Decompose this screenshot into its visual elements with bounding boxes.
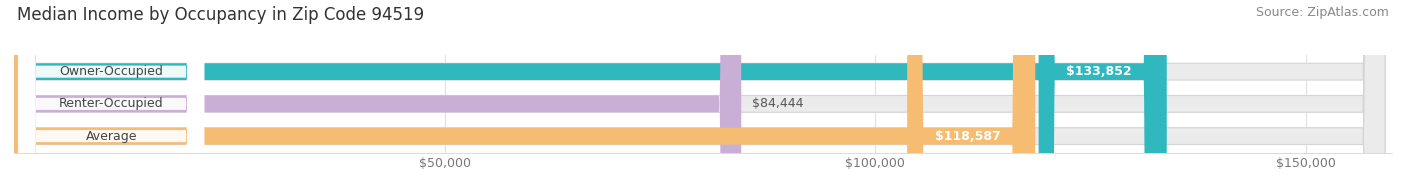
Text: Source: ZipAtlas.com: Source: ZipAtlas.com — [1256, 6, 1389, 19]
FancyBboxPatch shape — [1039, 0, 1160, 196]
Text: Median Income by Occupancy in Zip Code 94519: Median Income by Occupancy in Zip Code 9… — [17, 6, 425, 24]
Text: Average: Average — [86, 130, 136, 143]
Text: $118,587: $118,587 — [935, 130, 1001, 143]
FancyBboxPatch shape — [18, 0, 204, 196]
FancyBboxPatch shape — [14, 0, 1385, 196]
FancyBboxPatch shape — [18, 0, 204, 196]
FancyBboxPatch shape — [14, 0, 1385, 196]
FancyBboxPatch shape — [18, 0, 204, 196]
Text: $84,444: $84,444 — [752, 97, 804, 110]
FancyBboxPatch shape — [907, 0, 1028, 196]
FancyBboxPatch shape — [14, 0, 1167, 196]
Text: $133,852: $133,852 — [1066, 65, 1132, 78]
FancyBboxPatch shape — [14, 0, 741, 196]
Text: Renter-Occupied: Renter-Occupied — [59, 97, 163, 110]
Text: Owner-Occupied: Owner-Occupied — [59, 65, 163, 78]
FancyBboxPatch shape — [14, 0, 1035, 196]
FancyBboxPatch shape — [14, 0, 1385, 196]
